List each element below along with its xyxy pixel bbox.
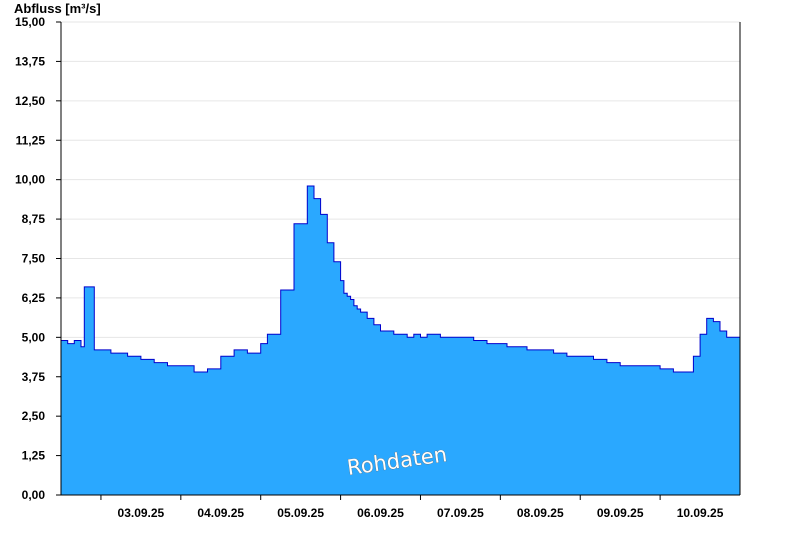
y-tick-labels: 0,00 1,25 2,50 3,75 5,00 6,25 7,50 8,75 10,00 11,… bbox=[15, 15, 45, 502]
y-tick-label: 13,75 bbox=[15, 54, 45, 68]
y-tick-label: 0,00 bbox=[22, 488, 46, 502]
y-tick-label: 6,25 bbox=[22, 291, 46, 305]
x-tick-label: 09.09.25 bbox=[597, 506, 644, 520]
x-tick-label: 03.09.25 bbox=[118, 506, 165, 520]
y-tick-label: 10,00 bbox=[15, 173, 45, 187]
x-tick-label: 07.09.25 bbox=[437, 506, 484, 520]
x-tick-label: 10.09.25 bbox=[677, 506, 724, 520]
x-tick-label: 04.09.25 bbox=[197, 506, 244, 520]
y-tick-label: 8,75 bbox=[22, 212, 46, 226]
y-tick-label: 12,50 bbox=[15, 94, 45, 108]
y-tick-label: 7,50 bbox=[22, 252, 46, 266]
discharge-area bbox=[61, 186, 740, 495]
x-tick-label: 08.09.25 bbox=[517, 506, 564, 520]
y-tick-label: 2,50 bbox=[22, 409, 46, 423]
discharge-line bbox=[61, 185, 741, 373]
axes bbox=[56, 21, 741, 500]
y-tick-label: 1,25 bbox=[22, 449, 46, 463]
x-tick-label: 05.09.25 bbox=[277, 506, 324, 520]
y-tick-label: 11,25 bbox=[16, 133, 46, 147]
y-tick-label: 15,00 bbox=[15, 15, 45, 29]
x-tick-label: 06.09.25 bbox=[357, 506, 404, 520]
y-axis-label: Abfluss [m³/s] bbox=[14, 1, 101, 16]
x-tick-labels: 03.09.25 04.09.25 05.09.25 06.09.25 07.09.25… bbox=[118, 506, 724, 520]
y-tick-label: 3,75 bbox=[22, 370, 46, 384]
y-tick-label: 5,00 bbox=[22, 330, 46, 344]
